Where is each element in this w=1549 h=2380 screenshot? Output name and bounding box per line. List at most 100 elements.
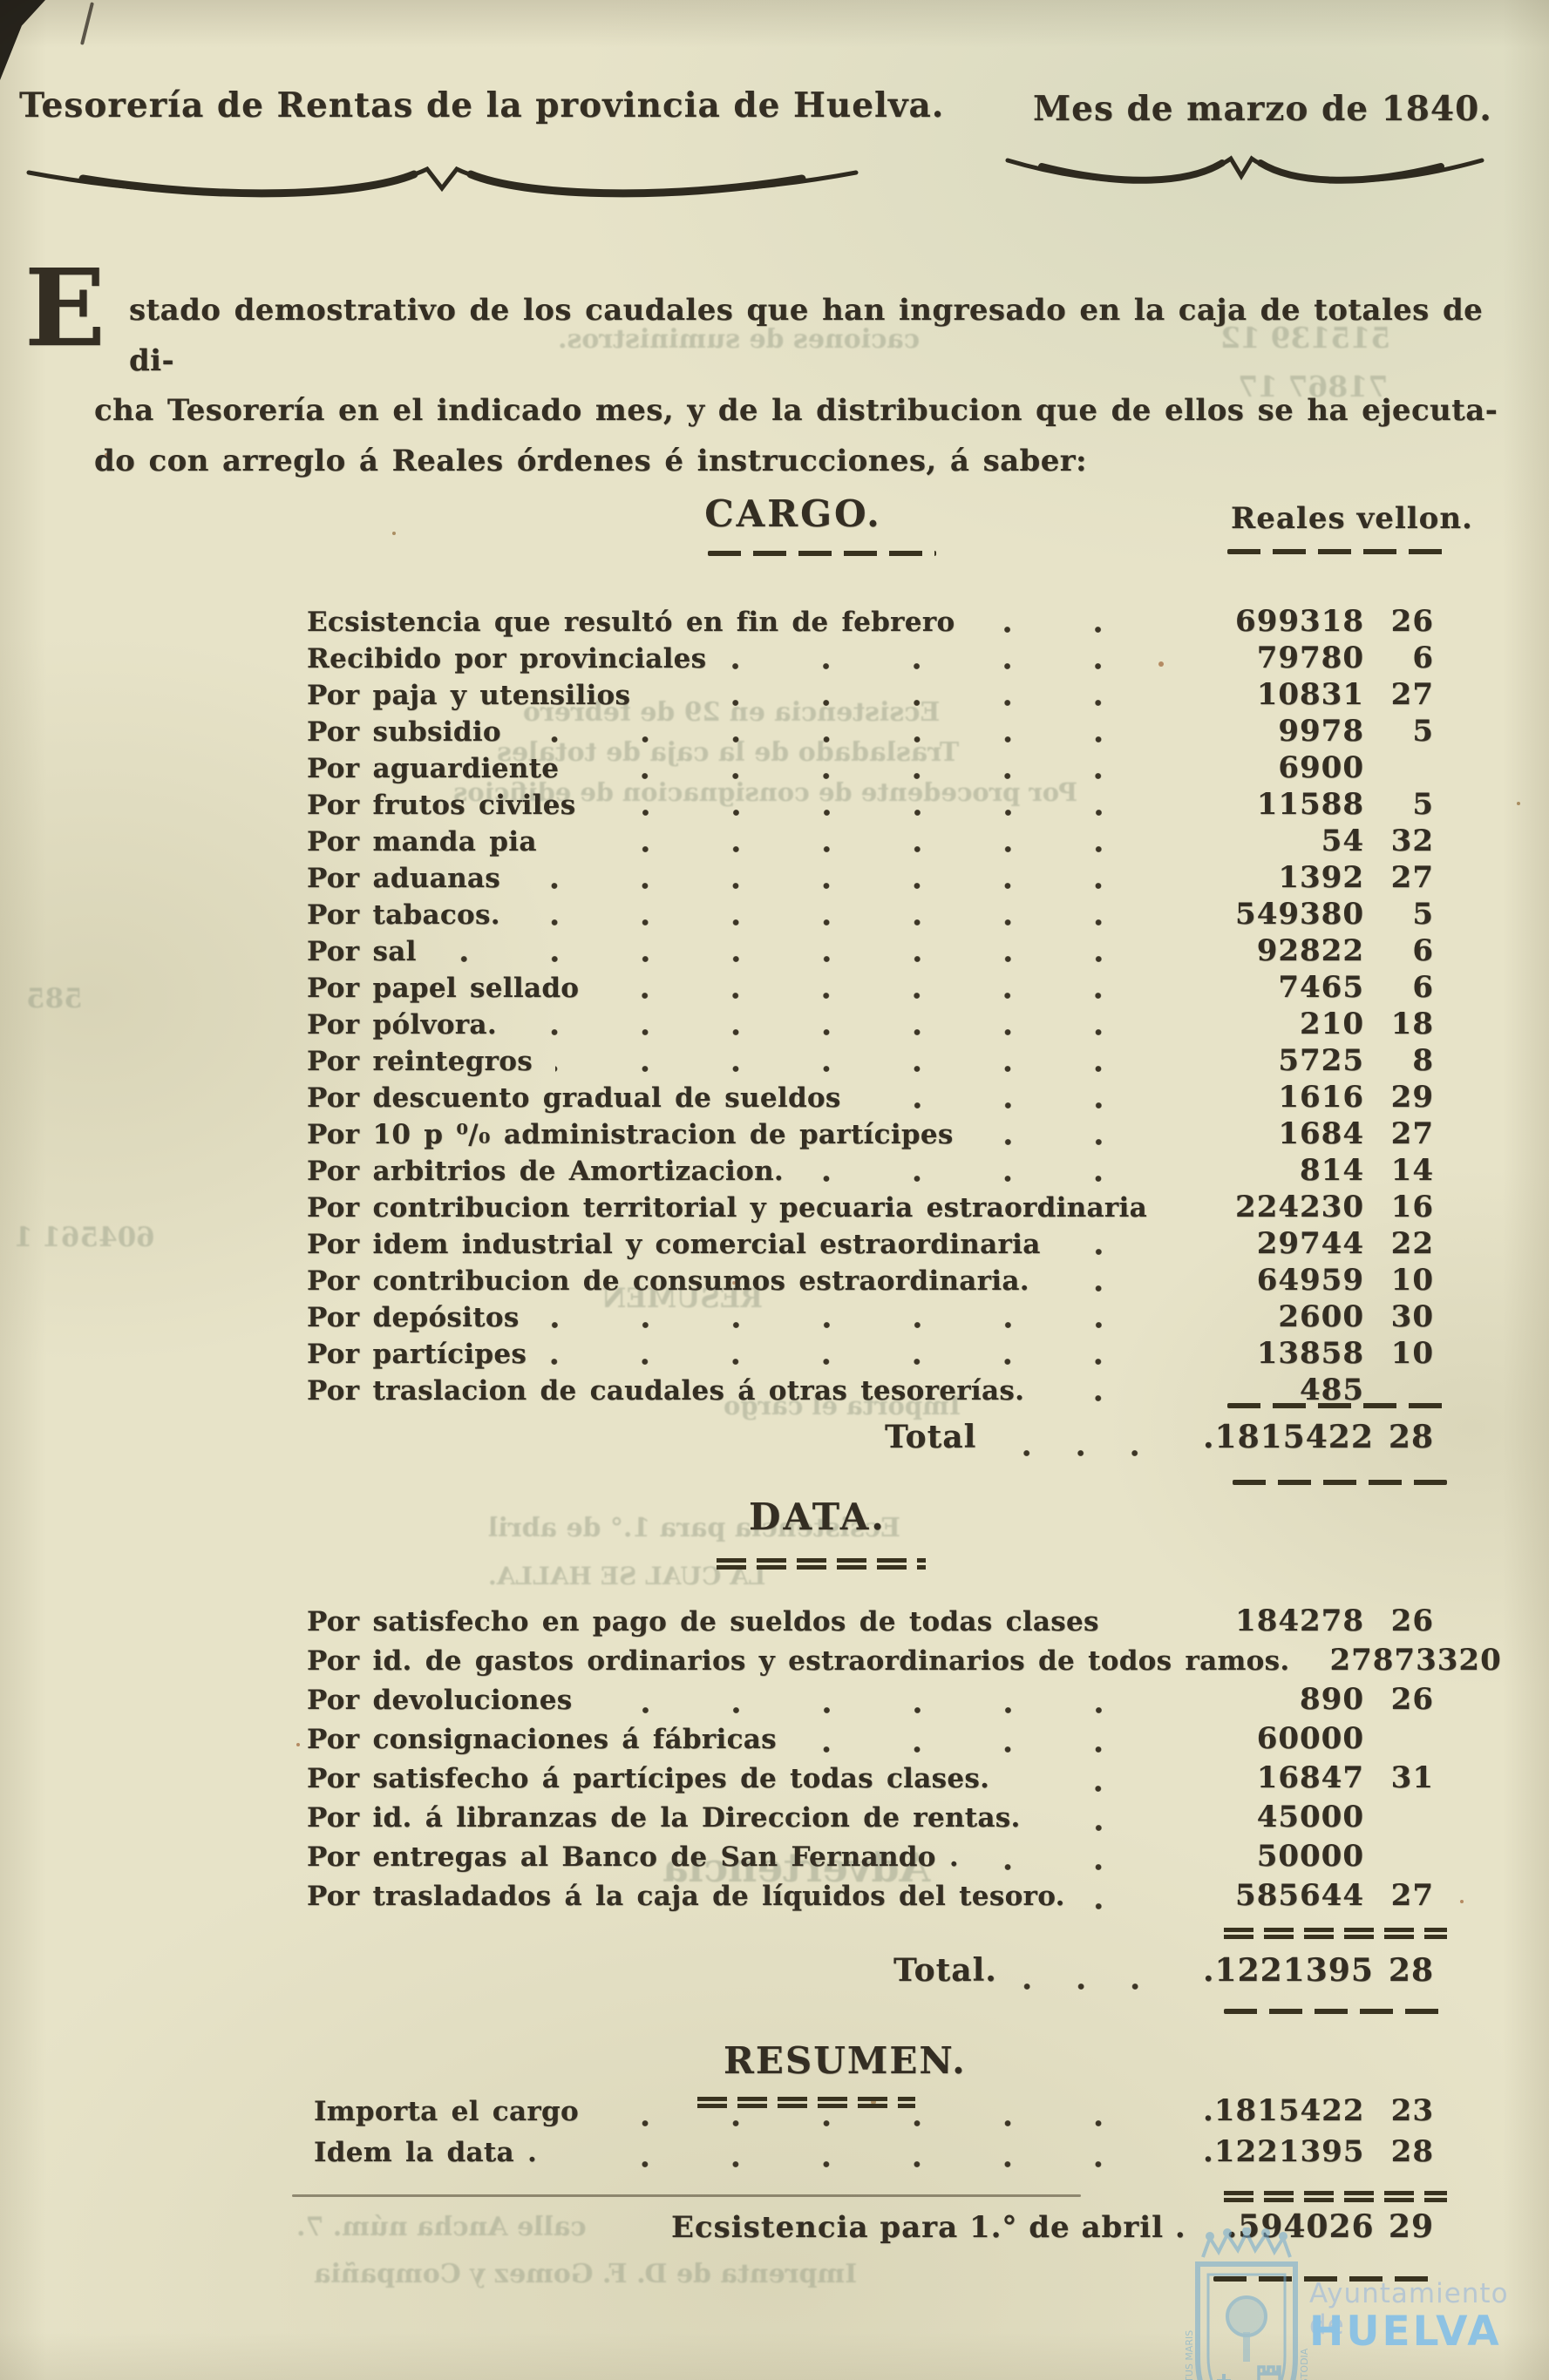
watermark-logo: PORTUS MARIS CUSTODIA Ayuntamiento de HU… — [1179, 2227, 1549, 2380]
dashed-rule — [708, 551, 936, 556]
row-amount-maravedises: 27 — [1390, 860, 1434, 895]
table-row: Ecsistencia que resultó en fin de febrer… — [307, 604, 1434, 641]
dot-leader — [977, 626, 1186, 634]
row-amount-reales: 10831 — [1256, 677, 1364, 712]
row-amount-maravedises: 31 — [1390, 1760, 1434, 1795]
dashed-rule — [1227, 549, 1447, 554]
table-row: Idem la data . .1221395 28 — [314, 2134, 1434, 2175]
table-row: Por trasladados á la caja de líquidos de… — [307, 1878, 1434, 1917]
dot-leader — [541, 1321, 1186, 1329]
dot-leader — [523, 882, 1186, 890]
row-amount-reales: 224230 — [1235, 1190, 1364, 1224]
row-amount-maravedises: 22 — [1390, 1226, 1434, 1261]
row-label: Por contribucion de consumos estraordina… — [307, 1265, 1029, 1297]
row-amount-reales: 54 — [1321, 824, 1364, 858]
row-amount-reales: 6900 — [1278, 750, 1364, 785]
bleedthrough-ghost-text: calle Ancha núm. 7. — [296, 2212, 587, 2242]
row-label: Por contribucion territorial y pecuaria … — [307, 1192, 1148, 1224]
row-amount-reales: 79780 — [1256, 641, 1364, 675]
table-row: Por reintegros 5725 8 — [307, 1043, 1434, 1080]
dot-leader — [598, 809, 1186, 817]
row-label: Por manda pia — [307, 826, 537, 858]
row-label: Por descuento gradual de sueldos — [307, 1082, 841, 1114]
row-label: Por frutos civiles — [307, 790, 576, 821]
table-row: Por devoluciones 890 26 — [307, 1682, 1434, 1721]
row-label: Por arbitrios de Amortizacion. — [307, 1156, 785, 1187]
dot-leader — [1019, 1983, 1186, 1990]
row-label: Idem la data . — [314, 2137, 538, 2168]
row-amount-reales: 1392 — [1278, 860, 1364, 895]
row-label: Por id. á libranzas de la Direccion de r… — [307, 1802, 1021, 1834]
row-amount-reales: 1684 — [1278, 1116, 1364, 1151]
dot-leader — [549, 1358, 1186, 1366]
total-amount-reales: .1221395 — [1203, 1952, 1374, 1989]
row-amount-reales: 184278 — [1235, 1604, 1364, 1638]
total-amount-maravedises: 28 — [1388, 1419, 1434, 1455]
row-amount-reales: 92822 — [1256, 933, 1364, 968]
table-row: Por aduanas 1392 27 — [307, 860, 1434, 897]
table-row: Importa el cargo .1815422 23 — [314, 2093, 1434, 2134]
dot-leader — [522, 919, 1186, 926]
document-month: Mes de marzo de 1840. — [1033, 89, 1492, 129]
table-row: Por frutos civiles 11588 5 — [307, 787, 1434, 824]
dot-leader — [1012, 1785, 1186, 1793]
table-row: Por idem industrial y comercial estraord… — [307, 1226, 1434, 1263]
row-label: Por aguardiente — [307, 753, 560, 784]
final-amount-maravedises: 29 — [1388, 2208, 1434, 2245]
row-amount-maravedises: 30 — [1390, 1299, 1434, 1334]
row-amount-reales: 50000 — [1256, 1839, 1364, 1874]
dot-leader — [1170, 1211, 1186, 1219]
dashed-rule — [1227, 1403, 1445, 1408]
row-label: Importa el cargo — [314, 2096, 579, 2127]
dot-leader — [519, 1028, 1186, 1036]
table-row: Por consignaciones á fábricas 60000 — [307, 1721, 1434, 1760]
row-label: Por traslacion de caudales á otras tesor… — [307, 1375, 1025, 1407]
huelva-shield-icon: PORTUS MARIS CUSTODIA — [1184, 2227, 1310, 2380]
dot-leader — [1043, 1824, 1186, 1832]
row-amount-maravedises: 14 — [1390, 1153, 1434, 1188]
row-amount-reales: 13858 — [1256, 1336, 1364, 1371]
column-header-reales-vellon: Reales vellon. — [1231, 501, 1473, 536]
dot-leader — [729, 662, 1186, 670]
total-amount-reales: .1815422 — [1203, 1419, 1374, 1455]
bleedthrough-ghost-text: Imprenta de D. F. Gomez y Compañia — [314, 2259, 858, 2289]
row-label: Por subsidio — [307, 716, 501, 748]
row-amount-maravedises: 10 — [1390, 1263, 1434, 1298]
row-amount-reales: 5725 — [1278, 1043, 1364, 1078]
table-row: Por depósitos 2600 30 — [307, 1299, 1434, 1336]
table-row: Por traslacion de caudales á otras tesor… — [307, 1373, 1434, 1409]
row-amount-reales: 210 — [1300, 1007, 1364, 1041]
final-balance-label: Ecsistencia para 1.° de abril . — [671, 2210, 1186, 2245]
total-label: Total — [885, 1419, 977, 1455]
data-table: Por satisfecho en pago de sueldos de tod… — [307, 1604, 1501, 1917]
row-label: Por consignaciones á fábricas — [307, 1724, 777, 1755]
data-total-row: Total. .1221395 28 — [307, 1952, 1434, 1997]
table-row: Por papel sellado 7465 6 — [307, 970, 1434, 1007]
row-label: Por depósitos — [307, 1302, 520, 1333]
resumen-table: Importa el cargo .1815422 23 Idem la dat… — [314, 2093, 1434, 2175]
double-dashed-rule — [1224, 1928, 1447, 1940]
table-row: Por contribucion de consumos estraordina… — [307, 1263, 1434, 1299]
shield-motto-right: CUSTODIA — [1299, 2348, 1310, 2380]
row-amount-maravedises: 32 — [1390, 824, 1434, 858]
row-amount-maravedises: 5 — [1412, 787, 1434, 822]
row-amount-maravedises: 26 — [1390, 1682, 1434, 1717]
table-row: Por aguardiente 6900 — [307, 750, 1434, 787]
row-label: Por paja y utensilios — [307, 680, 631, 711]
row-amount-maravedises: 27 — [1390, 677, 1434, 712]
row-amount-reales: .1815422 — [1203, 2093, 1365, 2128]
table-row: Por descuento gradual de sueldos 1616 29 — [307, 1080, 1434, 1116]
row-amount-maravedises: 10 — [1390, 1336, 1434, 1371]
section-data-title: DATA. — [749, 1495, 887, 1538]
dot-leader — [975, 1138, 1186, 1146]
bleedthrough-ghost-text: 604561 1 — [14, 1222, 155, 1253]
table-row: Por partícipes 13858 10 — [307, 1336, 1434, 1373]
row-amount-reales: 485 — [1300, 1373, 1364, 1407]
table-row: Por subsidio 9978 5 — [307, 714, 1434, 750]
row-label: Ecsistencia que resultó en fin de febrer… — [307, 607, 955, 638]
table-row: Por pólvora. 210 18 — [307, 1007, 1434, 1043]
table-row: Por paja y utensilios 10831 27 — [307, 677, 1434, 714]
table-row: Recibido por provinciales 79780 6 — [307, 641, 1434, 677]
dot-leader — [798, 1746, 1186, 1753]
